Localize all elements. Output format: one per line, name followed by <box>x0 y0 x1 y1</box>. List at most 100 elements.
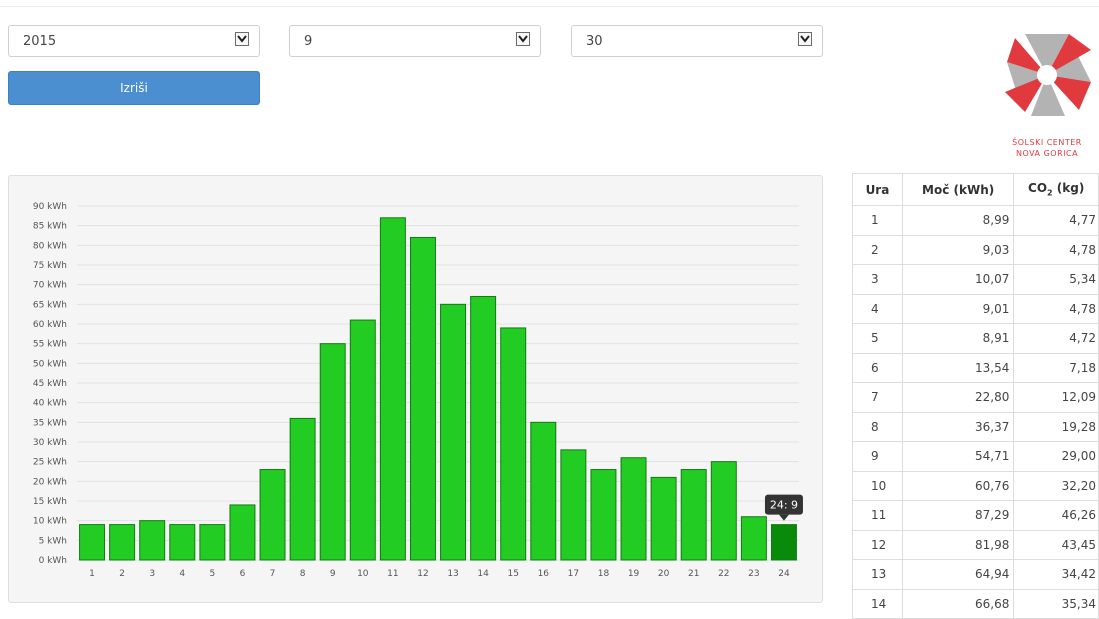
cell-hour: 8 <box>852 411 903 442</box>
cell-power: 9,01 <box>901 293 1015 324</box>
cell-co2: 7,18 <box>1013 352 1099 383</box>
x-tick-label: 15 <box>507 569 518 579</box>
cell-power: 64,94 <box>901 559 1015 590</box>
x-tick-label: 22 <box>718 569 729 579</box>
x-tick-label: 12 <box>417 569 428 579</box>
x-tick-label: 17 <box>568 569 579 579</box>
bar <box>109 524 136 561</box>
y-tick-label: 25 kWh <box>33 458 67 468</box>
cell-power: 60,76 <box>901 470 1015 501</box>
energy-bar-chart: 0 kWh 5 kWh 10 kWh 15 kWh 20 kWh 25 kWh 30 kWh… <box>33 202 803 579</box>
cell-co2: 5,34 <box>1013 264 1099 295</box>
cell-power: 54,71 <box>901 441 1015 472</box>
column-header-hour: Ura <box>852 173 903 206</box>
cell-power: 13,54 <box>901 352 1015 383</box>
y-tick-label: 5 kWh <box>39 536 67 546</box>
cell-co2: 4,77 <box>1013 205 1099 236</box>
cell-hour: 14 <box>852 588 903 619</box>
cell-co2: 46,26 <box>1013 500 1099 531</box>
table-row: 1 8,99 4,77 <box>852 205 1099 236</box>
y-tick-label: 75 kWh <box>33 261 67 271</box>
day-select[interactable]: 30 <box>571 25 823 57</box>
bar <box>770 524 797 561</box>
x-tick-label: 20 <box>658 569 670 579</box>
cell-hour: 6 <box>852 352 903 383</box>
cell-hour: 12 <box>852 529 903 560</box>
table-row: 8 36,37 19,28 <box>852 411 1099 442</box>
cell-co2: 29,00 <box>1013 441 1099 472</box>
bar <box>590 469 617 561</box>
logo-text-line1: ŠOLSKI CENTER <box>1012 138 1082 147</box>
x-tick-label: 14 <box>477 569 489 579</box>
bar <box>139 520 166 561</box>
hourly-table: Ura Moč (kWh) CO2 (kg) 1 8,99 4,77 2 9,03 4,7… <box>852 173 1099 619</box>
bar <box>680 469 707 561</box>
bar-tooltip: 24: 9 <box>764 494 803 521</box>
bar <box>440 303 467 561</box>
x-tick-label: 9 <box>330 569 336 579</box>
x-tick-label: 13 <box>447 569 458 579</box>
x-tick-label: 11 <box>387 569 398 579</box>
y-tick-label: 50 kWh <box>33 359 67 369</box>
cell-power: 87,29 <box>901 500 1015 531</box>
cell-hour: 13 <box>852 559 903 590</box>
cell-power: 36,37 <box>901 411 1015 442</box>
cell-co2: 32,20 <box>1013 470 1099 501</box>
bar <box>620 457 647 561</box>
x-tick-label: 8 <box>300 569 306 579</box>
x-tick-label: 2 <box>119 569 125 579</box>
y-tick-label: 30 kWh <box>33 438 67 448</box>
bar <box>169 524 196 561</box>
cell-co2: 34,42 <box>1013 559 1099 590</box>
y-tick-label: 40 kWh <box>33 399 67 409</box>
x-tick-label: 6 <box>240 569 246 579</box>
y-tick-label: 70 kWh <box>33 281 67 291</box>
cell-hour: 4 <box>852 293 903 324</box>
cell-power: 10,07 <box>901 264 1015 295</box>
x-tick-label: 5 <box>210 569 216 579</box>
top-divider <box>0 6 1099 7</box>
chevron-down-icon <box>516 32 530 46</box>
table-row: 5 8,91 4,72 <box>852 323 1099 354</box>
table-row: 13 64,94 34,42 <box>852 559 1099 590</box>
table-row: 2 9,03 4,78 <box>852 234 1099 265</box>
bar <box>470 295 497 561</box>
table-row: 4 9,01 4,78 <box>852 293 1099 324</box>
x-tick-label: 7 <box>270 569 276 579</box>
bar <box>500 327 527 561</box>
cell-co2: 12,09 <box>1013 382 1099 413</box>
table-row: 12 81,98 43,45 <box>852 529 1099 560</box>
bar <box>379 217 406 561</box>
y-tick-label: 35 kWh <box>33 418 67 428</box>
bar <box>740 516 767 561</box>
x-tick-label: 21 <box>688 569 699 579</box>
y-tick-label: 10 kWh <box>33 517 67 527</box>
day-select-value: 30 <box>586 34 603 49</box>
school-logo-mark <box>1005 34 1091 116</box>
cell-co2: 35,34 <box>1013 588 1099 619</box>
bar <box>319 343 346 561</box>
cell-power: 9,03 <box>901 234 1015 265</box>
cell-power: 66,68 <box>901 588 1015 619</box>
table-row: 3 10,07 5,34 <box>852 264 1099 295</box>
table-row: 11 87,29 46,26 <box>852 500 1099 531</box>
y-tick-label: 60 kWh <box>33 320 67 330</box>
bar <box>650 476 677 561</box>
table-row: 9 54,71 29,00 <box>852 441 1099 472</box>
cell-power: 22,80 <box>901 382 1015 413</box>
x-tick-label: 4 <box>179 569 185 579</box>
table-row: 7 22,80 12,09 <box>852 382 1099 413</box>
draw-button[interactable]: Izriši <box>8 71 260 105</box>
tooltip-text: 24: 9 <box>770 499 798 512</box>
cell-power: 81,98 <box>901 529 1015 560</box>
bar <box>349 319 376 561</box>
cell-hour: 5 <box>852 323 903 354</box>
y-tick-label: 15 kWh <box>33 497 67 507</box>
cell-co2: 4,78 <box>1013 293 1099 324</box>
chevron-down-icon <box>235 32 249 46</box>
y-tick-label: 90 kWh <box>33 202 67 212</box>
month-select[interactable]: 9 <box>289 25 541 57</box>
y-tick-label: 85 kWh <box>33 222 67 232</box>
year-select[interactable]: 2015 <box>8 25 260 57</box>
column-header-power: Moč (kWh) <box>901 173 1015 206</box>
